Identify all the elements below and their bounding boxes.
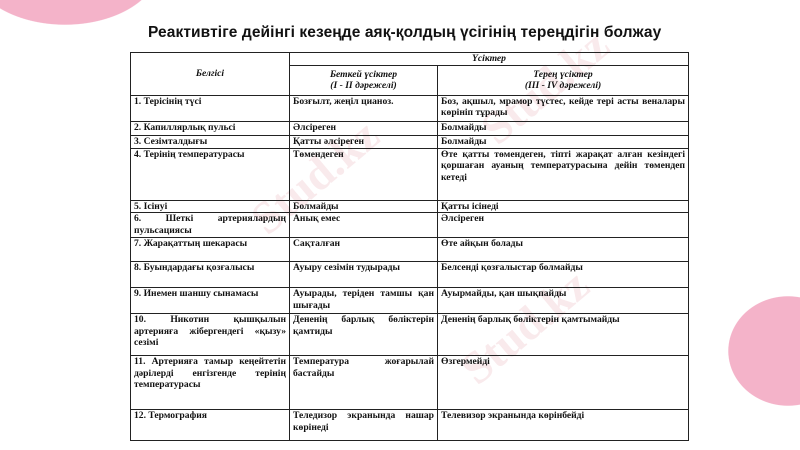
cell-sign: 10. Никотин қышқылын артерияға жібергенд… (130, 313, 290, 356)
decorative-blob-top-left (0, 0, 160, 25)
cell-superficial: Бозғылт, жеңіл цианоз. (289, 94, 438, 122)
cell-deep: Қатты ісінеді (436, 199, 690, 213)
cell-superficial: Әлсіреген (289, 120, 438, 136)
table-row: 2. Капиллярлық пульсі Әлсіреген Болмайды (130, 120, 690, 136)
table-row: 3. Сезімталдығы Қатты әлсіреген Болмайды (130, 134, 690, 149)
cell-superficial: Температура жоғарылай бастайды (289, 355, 438, 410)
cell-sign: 1. Терісінің түсі (130, 94, 290, 122)
cell-sign: 3. Сезімталдығы (130, 134, 290, 149)
table-row: 5. Ісінуі Болмайды Қатты ісінеді (130, 199, 690, 213)
table-row: 1. Терісінің түсі Бозғылт, жеңіл цианоз. Б… (130, 94, 690, 122)
cell-superficial: Болмайды (289, 199, 438, 213)
cell-deep: Өте қатты төмендеген, тіпті жарақат алға… (436, 147, 690, 201)
cell-superficial: Теледизор экранында нашар көрінеді (289, 409, 438, 441)
table-row: 12. Термография Теледизор экранында нашар… (130, 409, 690, 441)
cell-superficial: Қатты әлсіреген (289, 134, 438, 149)
cell-sign: 2. Капиллярлық пульсі (130, 120, 290, 136)
cell-superficial: Сақталған (289, 237, 438, 262)
cell-deep: Телевизор экранында көрінбейді (436, 409, 690, 441)
cell-deep: Өте айқын болады (436, 237, 690, 262)
cell-sign: 8. Буындардағы қозғалысы (130, 261, 290, 288)
table-row: 9. Инемен шаншу сынамасы Ауырады, теріден… (130, 287, 690, 314)
table-row: 7. Жарақаттың шекарасы Сақталған Өте айқын… (130, 237, 690, 262)
cell-sign: 12. Термография (130, 409, 290, 441)
cell-deep: Дененің барлық бөліктерін қамтымайды (436, 313, 690, 356)
frostbite-table: Белгісі Үсіктер Беткей үсіктер (І - ІІ д… (130, 52, 690, 441)
table-row: 11. Артерияға тамыр кеңейтетін дәрілерді… (130, 355, 690, 410)
header-group: Үсіктер (288, 52, 690, 66)
cell-deep: Өзгермейді (436, 355, 690, 410)
slide-title: Реактивтіге дейінгі кезеңде аяқ-қолдың ү… (148, 24, 662, 41)
cell-deep: Боз, ақшыл, мрамор түстес, кейде тері ас… (436, 94, 690, 122)
cell-sign: 5. Ісінуі (130, 199, 290, 213)
header-sign: Белгісі (130, 52, 290, 96)
cell-superficial: Төмендеген (289, 147, 438, 201)
cell-sign: 9. Инемен шаншу сынамасы (130, 287, 290, 314)
cell-superficial: Ауырады, теріден тамшы қан шығады (289, 287, 438, 314)
table-row: 6. Шеткі артериялардың пульсациясы Анық е… (130, 212, 690, 238)
table-row: 10. Никотин қышқылын артерияға жібергенд… (130, 313, 690, 356)
cell-superficial: Дененің барлық бөліктерін қамтиды (289, 313, 438, 356)
header-deep: Терең үсіктер (ІІІ - IV дәрежелі) (436, 64, 690, 96)
cell-sign: 4. Терінің температурасы (130, 147, 290, 201)
cell-sign: 7. Жарақаттың шекарасы (130, 237, 290, 262)
table-row: 8. Буындардағы қозғалысы Ауыру сезімін ту… (130, 261, 690, 288)
cell-deep: Белсенді қозғалыстар болмайды (436, 261, 690, 288)
table-row: 4. Терінің температурасы Төмендеген Өте қа… (130, 147, 690, 201)
cell-deep: Әлсіреген (436, 212, 690, 238)
cell-superficial: Ауыру сезімін тудырады (289, 261, 438, 288)
decorative-blob-right (728, 296, 800, 406)
cell-deep: Болмайды (436, 120, 690, 136)
cell-deep: Болмайды (436, 134, 690, 149)
cell-sign: 11. Артерияға тамыр кеңейтетін дәрілерді… (130, 355, 290, 410)
cell-deep: Ауырмайды, қан шықпайды (436, 287, 690, 314)
header-superficial: Беткей үсіктер (І - ІІ дәрежелі) (289, 64, 438, 96)
cell-superficial: Анық емес (289, 212, 438, 238)
cell-sign: 6. Шеткі артериялардың пульсациясы (130, 212, 290, 238)
